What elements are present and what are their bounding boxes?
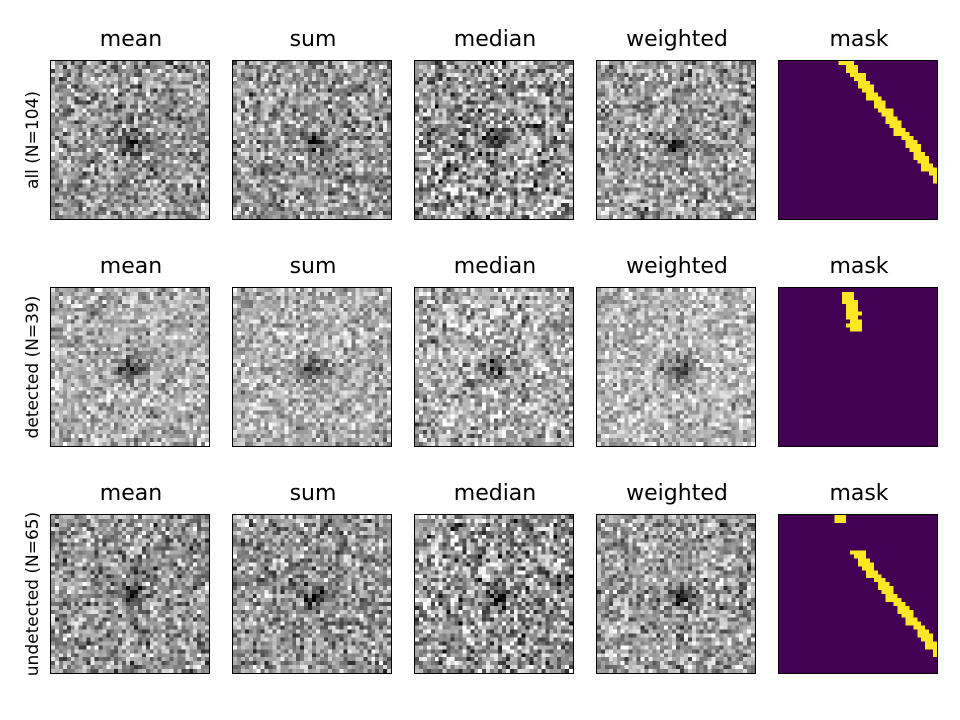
stack-image — [233, 61, 391, 219]
stack-image — [415, 288, 573, 446]
stack-panel — [596, 60, 756, 220]
stack-image — [597, 61, 755, 219]
panel-title: median — [453, 254, 537, 279]
panel-title: weighted — [626, 481, 728, 506]
stack-image — [51, 61, 209, 219]
panel-title: median — [453, 27, 537, 52]
row-label: all (N=104) — [23, 91, 43, 189]
stack-panel — [50, 60, 210, 220]
stack-image — [51, 515, 209, 673]
stack-panel — [414, 514, 574, 674]
mask-panel — [778, 514, 938, 674]
mask-image — [779, 515, 937, 673]
panel-title: sum — [289, 254, 337, 279]
panel-title: mask — [829, 481, 889, 506]
stack-image — [415, 515, 573, 673]
stack-image — [415, 61, 573, 219]
stack-panel — [50, 287, 210, 447]
stack-panel — [232, 514, 392, 674]
stack-panel — [50, 514, 210, 674]
stack-image — [233, 288, 391, 446]
panel-title: sum — [289, 27, 337, 52]
panel-title: mask — [829, 254, 889, 279]
panel-title: mean — [99, 254, 163, 279]
panel-title: mean — [99, 481, 163, 506]
stack-image — [597, 288, 755, 446]
panel-title: mask — [829, 27, 889, 52]
stack-image — [597, 515, 755, 673]
mask-image — [779, 288, 937, 446]
row-label: detected (N=39) — [23, 295, 43, 439]
stack-panel — [596, 514, 756, 674]
panel-title: median — [453, 481, 537, 506]
stack-panel — [596, 287, 756, 447]
stack-panel — [232, 60, 392, 220]
stack-panel — [414, 60, 574, 220]
row-label: undetected (N=65) — [23, 511, 43, 677]
stack-panel — [414, 287, 574, 447]
panel-title: weighted — [626, 27, 728, 52]
panel-title: sum — [289, 481, 337, 506]
stack-image — [51, 288, 209, 446]
mask-panel — [778, 60, 938, 220]
mask-image — [779, 61, 937, 219]
stack-image — [233, 515, 391, 673]
panel-title: mean — [99, 27, 163, 52]
panel-title: weighted — [626, 254, 728, 279]
stack-panel — [232, 287, 392, 447]
mask-panel — [778, 287, 938, 447]
